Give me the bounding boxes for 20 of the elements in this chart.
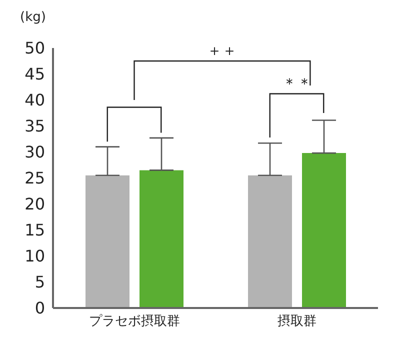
y-tick-label: 20	[24, 194, 45, 214]
x-tick-label: プラセボ摂取群	[88, 314, 180, 330]
bar	[302, 153, 346, 308]
y-tick-label: 10	[24, 246, 45, 266]
annotation: ＋＋	[207, 41, 238, 60]
bar	[248, 175, 292, 308]
y-tick-label: 50	[24, 38, 45, 58]
y-tick-label: 35	[24, 116, 45, 136]
y-tick-label: 40	[24, 90, 45, 110]
bar	[140, 170, 184, 308]
y-tick-label: 45	[24, 64, 45, 84]
y-axis-title: (kg)	[20, 10, 46, 25]
bar	[86, 175, 130, 308]
y-tick-label: 25	[24, 168, 45, 188]
y-tick-label: 30	[24, 142, 45, 162]
y-tick-label: 15	[24, 220, 45, 240]
x-tick-label: 摂取群	[277, 314, 316, 330]
annotation: ＊＊	[282, 74, 312, 93]
y-tick-label: 0	[34, 298, 45, 318]
y-tick-label: 5	[34, 272, 45, 292]
